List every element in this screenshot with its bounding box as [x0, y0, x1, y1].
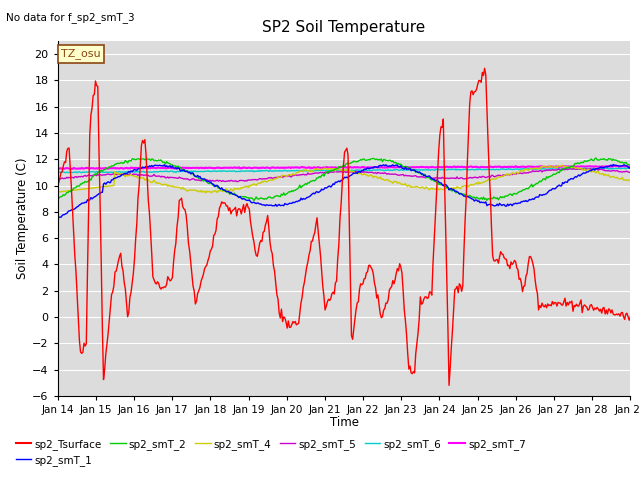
X-axis label: Time: Time: [330, 417, 358, 430]
Y-axis label: Soil Temperature (C): Soil Temperature (C): [16, 157, 29, 279]
Legend: sp2_Tsurface, sp2_smT_1, sp2_smT_2, sp2_smT_4, sp2_smT_5, sp2_smT_6, sp2_smT_7: sp2_Tsurface, sp2_smT_1, sp2_smT_2, sp2_…: [12, 434, 530, 470]
Title: SP2 Soil Temperature: SP2 Soil Temperature: [262, 21, 426, 36]
Text: No data for f_sp2_smT_3: No data for f_sp2_smT_3: [6, 12, 135, 23]
Text: TZ_osu: TZ_osu: [61, 48, 101, 60]
